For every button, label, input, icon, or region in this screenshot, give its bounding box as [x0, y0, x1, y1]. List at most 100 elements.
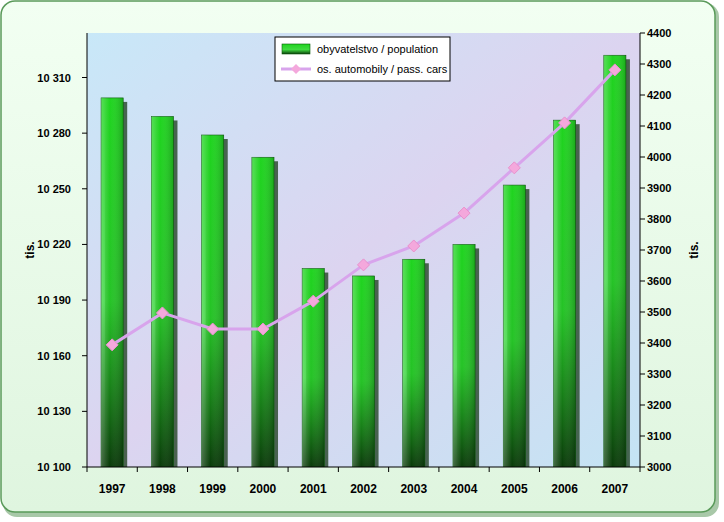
bar [252, 157, 274, 467]
tick-label: 3500 [647, 306, 671, 318]
marker [207, 323, 219, 335]
tick-label: 4000 [647, 151, 671, 163]
tick [640, 467, 645, 468]
tick-label: 2001 [300, 482, 327, 496]
tick [640, 64, 645, 65]
tick [640, 467, 641, 472]
tick [640, 343, 645, 344]
tick-label: 2004 [451, 482, 478, 496]
tick-label: 3600 [647, 275, 671, 287]
bar-shine [252, 157, 274, 467]
legend-label: os. automobily / pass. cars [317, 63, 448, 75]
tick-label: 1998 [149, 482, 176, 496]
marks [101, 55, 630, 467]
bar [101, 98, 123, 467]
bar-shine [352, 276, 374, 467]
legend-swatch [282, 44, 310, 54]
tick-label: 4300 [647, 58, 671, 70]
bar [604, 55, 626, 467]
bar-shine [302, 269, 324, 467]
marker [508, 162, 520, 174]
bar [202, 135, 224, 467]
tick [489, 467, 490, 472]
tick-label: 10 250 [37, 183, 71, 195]
chart: 10 10010 13010 16010 19010 22010 25010 2… [0, 0, 724, 522]
axis-label: tis. [687, 241, 701, 258]
bar-shine [453, 244, 475, 467]
tick-label: 4100 [647, 120, 671, 132]
tick [640, 374, 645, 375]
marker [156, 307, 168, 319]
tick [82, 300, 87, 301]
legend-box [275, 37, 450, 81]
bar-shine [151, 116, 173, 467]
tick [640, 250, 645, 251]
tick [82, 133, 87, 134]
bar-shine [202, 135, 224, 467]
marker [257, 323, 269, 335]
tick-label: 3800 [647, 213, 671, 225]
tick [640, 188, 645, 189]
tick-label: 3400 [647, 337, 671, 349]
tick-label: 1999 [199, 482, 226, 496]
tick [82, 244, 87, 245]
bar-shine [604, 55, 626, 467]
tick [640, 312, 645, 313]
bar [503, 185, 525, 467]
tick-label: 4200 [647, 89, 671, 101]
tick [82, 467, 87, 468]
bar-shine [503, 185, 525, 467]
tick-label: 2005 [501, 482, 528, 496]
tick-label: 3700 [647, 244, 671, 256]
bar [352, 276, 374, 467]
tick-label: 10 190 [37, 294, 71, 306]
legend: obyvatelstvo / population os. automobily … [275, 37, 450, 81]
tick [388, 467, 389, 472]
bar-shine [554, 120, 576, 467]
tick-label: 3100 [647, 430, 671, 442]
tick-label: 2006 [551, 482, 578, 496]
y-axis [87, 33, 88, 467]
marker [307, 295, 319, 307]
tick-label: 10 280 [37, 127, 71, 139]
bar [403, 259, 425, 467]
tick-label: 2003 [400, 482, 427, 496]
tick [640, 95, 645, 96]
marker [458, 207, 470, 219]
tick [640, 33, 645, 34]
line [112, 70, 615, 345]
tick [589, 467, 590, 472]
tick-label: 2007 [602, 482, 629, 496]
tick-label: 10 310 [37, 72, 71, 84]
tick [82, 411, 87, 412]
tick [640, 219, 645, 220]
marker [106, 339, 118, 351]
bar-shine [403, 259, 425, 467]
bar [151, 116, 173, 467]
bar [453, 244, 475, 467]
tick [87, 467, 88, 472]
tick [187, 467, 188, 472]
bar [302, 269, 324, 467]
legend-label: obyvatelstvo / population [317, 43, 438, 55]
x-axis [87, 467, 640, 468]
panel [1, 1, 715, 512]
tick-label: 1997 [99, 482, 126, 496]
tick-label: 3300 [647, 368, 671, 380]
tick [137, 467, 138, 472]
tick [82, 77, 87, 78]
marker [609, 64, 621, 76]
tick [237, 467, 238, 472]
tick [438, 467, 439, 472]
tick [539, 467, 540, 472]
marker [408, 240, 420, 252]
tick-label: 3900 [647, 182, 671, 194]
tick-label: 2000 [250, 482, 277, 496]
tick [640, 281, 645, 282]
plot-area [87, 33, 640, 467]
tick-label: 10 130 [37, 405, 71, 417]
legend-marker [291, 64, 301, 74]
tick [82, 188, 87, 189]
tick [288, 467, 289, 472]
tick-label: 2002 [350, 482, 377, 496]
